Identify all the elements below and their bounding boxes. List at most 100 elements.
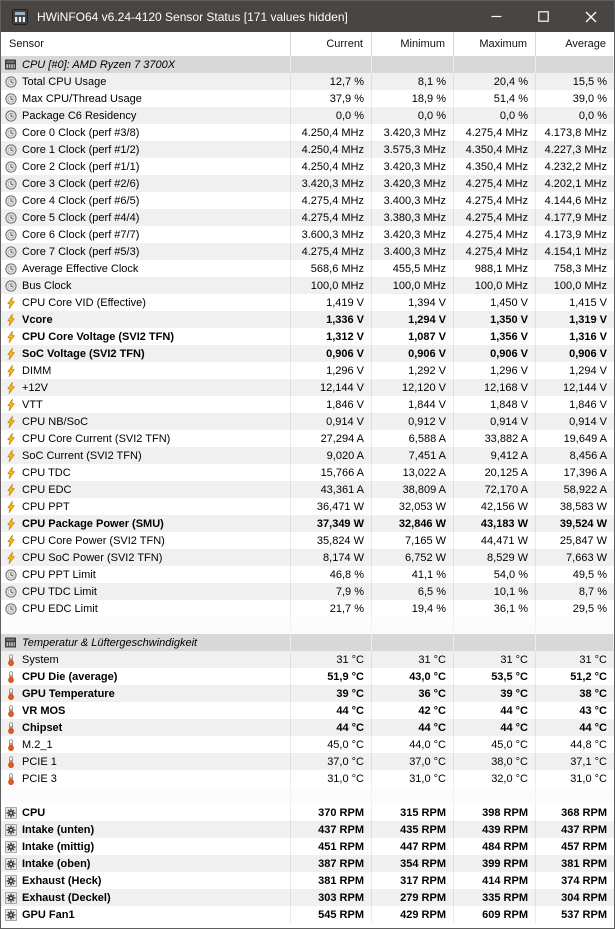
sensor-row[interactable]: Intake (oben) 387 RPM 354 RPM 399 RPM 381 RP…	[1, 855, 614, 872]
sensor-row[interactable]: CPU Core Voltage (SVI2 TFN) 1,312 V 1,087 …	[1, 328, 614, 345]
value-current: 100,0 MHz	[291, 277, 372, 294]
value-maximum: 8,529 W	[454, 549, 536, 566]
column-header-minimum[interactable]: Minimum	[372, 32, 454, 56]
sensor-row[interactable]: CPU PPT 36,471 W 32,053 W 42,156 W 38,583 W	[1, 498, 614, 515]
sensor-row[interactable]: Core 0 Clock (perf #3/8) 4.250,4 MHz 3.420…	[1, 124, 614, 141]
value-maximum: 44 °C	[454, 719, 536, 736]
sensor-row[interactable]: CPU Core Current (SVI2 TFN) 27,294 A 6,588…	[1, 430, 614, 447]
sensor-label-cell: Core 1 Clock (perf #1/2)	[1, 141, 291, 158]
value-minimum: 3.380,3 MHz	[372, 209, 454, 226]
sensor-name: CPU EDC	[22, 483, 72, 496]
sensor-row[interactable]: Core 5 Clock (perf #4/4) 4.275,4 MHz 3.380…	[1, 209, 614, 226]
section-header-row[interactable]: CPU [#0]: AMD Ryzen 7 3700X	[1, 56, 614, 73]
sensor-row[interactable]: SoC Current (SVI2 TFN) 9,020 A 7,451 A 9,41…	[1, 447, 614, 464]
sensor-row[interactable]: System 31 °C 31 °C 31 °C 31 °C	[1, 651, 614, 668]
sensor-row[interactable]: Core 1 Clock (perf #1/2) 4.250,4 MHz 3.575…	[1, 141, 614, 158]
close-button[interactable]	[567, 1, 614, 32]
sensor-row[interactable]: Core 4 Clock (perf #6/5) 4.275,4 MHz 3.400…	[1, 192, 614, 209]
sensor-row[interactable]: CPU Core VID (Effective) 1,419 V 1,394 V 1,…	[1, 294, 614, 311]
maximize-button[interactable]	[520, 1, 567, 32]
sensor-row[interactable]: Core 6 Clock (perf #7/7) 3.600,3 MHz 3.420…	[1, 226, 614, 243]
value-average: 100,0 MHz	[553, 279, 607, 292]
sensor-row[interactable]: CPU EDC 43,361 A 38,809 A 72,170 A 58,922 A	[1, 481, 614, 498]
sensor-row[interactable]: PCIE 3 31,0 °C 31,0 °C 32,0 °C 31,0 °C	[1, 770, 614, 787]
bolt-icon	[4, 415, 17, 428]
column-header-average[interactable]: Average	[565, 38, 606, 50]
sensor-row[interactable]: CPU SoC Power (SVI2 TFN) 8,174 W 6,752 W 8,…	[1, 549, 614, 566]
bolt-icon	[4, 347, 17, 360]
sensor-row[interactable]: M.2_1 45,0 °C 44,0 °C 45,0 °C 44,8 °C	[1, 736, 614, 753]
sensor-row[interactable]: Vcore 1,336 V 1,294 V 1,350 V 1,319 V	[1, 311, 614, 328]
sensor-name: Core 2 Clock (perf #1/1)	[22, 160, 140, 173]
spacer-cell	[291, 617, 372, 634]
sensor-row[interactable]: GPU Fan1 545 RPM 429 RPM 609 RPM 537 RPM	[1, 906, 614, 923]
sensor-label-cell: CPU Core Power (SVI2 TFN)	[1, 532, 291, 549]
sensor-row[interactable]: Package C6 Residency 0,0 % 0,0 % 0,0 % 0,0 %	[1, 107, 614, 124]
bolt-icon	[4, 330, 17, 343]
sensor-name: System	[22, 653, 59, 666]
value-average: 12,144 V	[562, 381, 607, 394]
sensor-row[interactable]: CPU 370 RPM 315 RPM 398 RPM 368 RPM	[1, 804, 614, 821]
value-minimum: 3.400,3 MHz	[372, 243, 454, 260]
sensor-row[interactable]: Intake (mittig) 451 RPM 447 RPM 484 RPM 457 …	[1, 838, 614, 855]
column-header-maximum[interactable]: Maximum	[454, 32, 536, 56]
sensor-row[interactable]: CPU NB/SoC 0,914 V 0,912 V 0,914 V 0,914 V	[1, 413, 614, 430]
sensor-row[interactable]: VTT 1,846 V 1,844 V 1,848 V 1,846 V	[1, 396, 614, 413]
clock-icon	[4, 109, 17, 122]
sensor-label-cell: CPU EDC Limit	[1, 600, 291, 617]
value-minimum: 44 °C	[372, 719, 454, 736]
sensor-row[interactable]: GPU Temperature 39 °C 36 °C 39 °C 38 °C	[1, 685, 614, 702]
sensor-row[interactable]: Exhaust (Deckel) 303 RPM 279 RPM 335 RPM 304…	[1, 889, 614, 906]
sensor-row[interactable]: CPU TDC 15,766 A 13,022 A 20,125 A 17,396 A	[1, 464, 614, 481]
sensor-row[interactable]: CPU EDC Limit 21,7 % 19,4 % 36,1 % 29,5 %	[1, 600, 614, 617]
value-average: 304 RPM	[561, 891, 607, 904]
column-header-current[interactable]: Current	[291, 32, 372, 56]
sensor-label-cell: Temperatur & Lüftergeschwindigkeit	[1, 634, 291, 651]
column-header-sensor[interactable]: Sensor	[1, 32, 291, 56]
sensor-label-cell: CPU Core Current (SVI2 TFN)	[1, 430, 291, 447]
bolt-icon	[4, 517, 17, 530]
sensor-row[interactable]: DIMM 1,296 V 1,292 V 1,296 V 1,294 V	[1, 362, 614, 379]
thermometer-icon	[4, 670, 17, 683]
sensor-row[interactable]: Total CPU Usage 12,7 % 8,1 % 20,4 % 15,5 %	[1, 73, 614, 90]
sensor-label-cell: Core 5 Clock (perf #4/4)	[1, 209, 291, 226]
value-average: 44 °C	[579, 721, 607, 734]
sensor-row[interactable]: Average Effective Clock 568,6 MHz 455,5 MH…	[1, 260, 614, 277]
sensor-row[interactable]: Chipset 44 °C 44 °C 44 °C 44 °C	[1, 719, 614, 736]
clock-icon	[4, 126, 17, 139]
sensor-row[interactable]: +12V 12,144 V 12,120 V 12,168 V 12,144 V	[1, 379, 614, 396]
value-current: 8,174 W	[291, 549, 372, 566]
sensor-row[interactable]: CPU Die (average) 51,9 °C 43,0 °C 53,5 °C 51…	[1, 668, 614, 685]
value-average: 4.227,3 MHz	[544, 143, 607, 156]
sensor-row[interactable]: CPU PPT Limit 46,8 % 41,1 % 54,0 % 49,5 %	[1, 566, 614, 583]
minimize-button[interactable]	[473, 1, 520, 32]
sensor-label-cell: CPU Core VID (Effective)	[1, 294, 291, 311]
title-bar[interactable]: HWiNFO64 v6.24-4120 Sensor Status [171 v…	[1, 1, 614, 32]
value-average: 1,316 V	[569, 330, 607, 343]
sensor-row[interactable]: VR MOS 44 °C 42 °C 44 °C 43 °C	[1, 702, 614, 719]
sensor-name: Intake (mittig)	[22, 840, 95, 853]
sensor-row[interactable]: CPU Core Power (SVI2 TFN) 35,824 W 7,165 W…	[1, 532, 614, 549]
clock-icon	[4, 568, 17, 581]
sensor-row[interactable]: Max CPU/Thread Usage 37,9 % 18,9 % 51,4 % 39…	[1, 90, 614, 107]
sensor-name: CPU SoC Power (SVI2 TFN)	[22, 551, 163, 564]
sensor-name: PCIE 3	[22, 772, 57, 785]
sensor-row[interactable]: Intake (unten) 437 RPM 435 RPM 439 RPM 437 R…	[1, 821, 614, 838]
sensor-row[interactable]: CPU TDC Limit 7,9 % 6,5 % 10,1 % 8,7 %	[1, 583, 614, 600]
sensor-row[interactable]: Core 2 Clock (perf #1/1) 4.250,4 MHz 3.420…	[1, 158, 614, 175]
sensor-row[interactable]: Core 3 Clock (perf #2/6) 3.420,3 MHz 3.420…	[1, 175, 614, 192]
sensor-row[interactable]: Bus Clock 100,0 MHz 100,0 MHz 100,0 MHz 100,…	[1, 277, 614, 294]
sensor-row[interactable]: Exhaust (Heck) 381 RPM 317 RPM 414 RPM 374 R…	[1, 872, 614, 889]
section-header-row[interactable]: Temperatur & Lüftergeschwindigkeit	[1, 634, 614, 651]
sensor-name: GPU Temperature	[22, 687, 115, 700]
sensor-name: Core 6 Clock (perf #7/7)	[22, 228, 140, 241]
clock-icon	[4, 262, 17, 275]
value-minimum: 3.420,3 MHz	[372, 175, 454, 192]
sensor-row[interactable]: SoC Voltage (SVI2 TFN) 0,906 V 0,906 V 0,90…	[1, 345, 614, 362]
sensor-name: Core 1 Clock (perf #1/2)	[22, 143, 140, 156]
sensor-row[interactable]: Core 7 Clock (perf #5/3) 4.275,4 MHz 3.400…	[1, 243, 614, 260]
value-minimum: 1,394 V	[372, 294, 454, 311]
value-average: 38,583 W	[559, 500, 607, 513]
sensor-row[interactable]: PCIE 1 37,0 °C 37,0 °C 38,0 °C 37,1 °C	[1, 753, 614, 770]
